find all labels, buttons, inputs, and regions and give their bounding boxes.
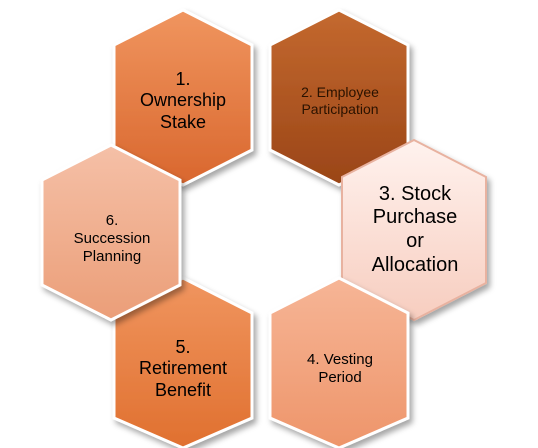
hexagon-vesting-period [268, 276, 410, 448]
label-retirement-benefit-text: 5. Retirement Benefit [138, 337, 228, 400]
label-ownership-stake: 1. Ownership Stake [118, 46, 248, 156]
hexagon-employee-participation [268, 8, 410, 187]
label-stock-purchase: 3. Stock Purchase or Allocation [345, 172, 485, 288]
label-employee-participation: 2. Employee Participation [270, 46, 410, 156]
hexagon-stock-purchase [341, 138, 487, 322]
hexagon-succession-planning [40, 143, 182, 322]
label-employee-participation-text: 2. Employee Participation [301, 84, 379, 117]
label-succession-planning-text: 6. Succession Planning [73, 212, 151, 265]
hexagon-ownership-stake [112, 8, 254, 187]
label-retirement-benefit: 5. Retirement Benefit [118, 314, 248, 424]
label-vesting-period-text: 4. Vesting Period [307, 351, 373, 386]
label-ownership-stake-text: 1. Ownership Stake [139, 69, 227, 132]
label-succession-planning: 6. Succession Planning [42, 184, 182, 294]
label-vesting-period: 4. Vesting Period [270, 314, 410, 424]
label-stock-purchase-text: 3. Stock Purchase or Allocation [371, 182, 459, 276]
